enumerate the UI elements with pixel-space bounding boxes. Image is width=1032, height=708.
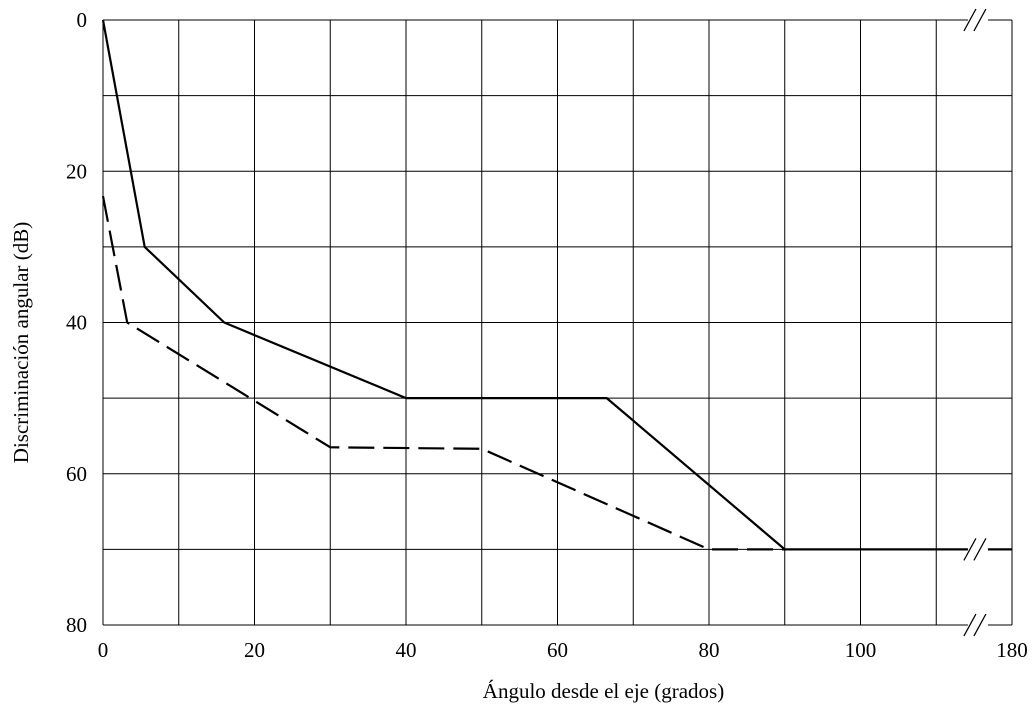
y-tick-label: 40: [66, 311, 87, 335]
y-tick-label: 20: [66, 159, 87, 183]
axis-break-marks: [963, 8, 988, 637]
axis-break-mark: [963, 613, 988, 637]
axis-break-mark: [963, 8, 988, 32]
break-gap: [967, 622, 988, 628]
y-tick-label: 80: [66, 613, 87, 637]
axis-break-mark: [963, 538, 988, 561]
break-slash: [973, 8, 987, 32]
break-slash: [973, 538, 987, 561]
dashed-series-line: [101, 195, 785, 551]
break-slash: [963, 8, 977, 32]
x-tick-label: 40: [396, 638, 417, 662]
break-slash: [963, 613, 977, 637]
series-group: [101, 19, 1012, 551]
break-slash: [973, 613, 987, 637]
y-tick-label: 0: [77, 8, 88, 32]
x-tick-label: 20: [244, 638, 265, 662]
break-gap: [967, 17, 988, 23]
grid: [102, 19, 1013, 626]
x-tick-label: 100: [845, 638, 877, 662]
x-axis-title: Ángulo desde el eje (grados): [483, 679, 724, 703]
tick-labels: 0 20 40 60 80 100 180 0 20 40 60 80: [66, 8, 1028, 662]
y-axis-title: Discriminación angular (dB): [9, 222, 33, 463]
x-tick-label: 0: [98, 638, 109, 662]
x-tick-label: 180: [996, 638, 1028, 662]
y-tick-label: 60: [66, 462, 87, 486]
x-tick-label: 80: [699, 638, 720, 662]
break-gap: [967, 546, 988, 553]
break-slash: [963, 538, 977, 561]
x-tick-label: 60: [547, 638, 568, 662]
